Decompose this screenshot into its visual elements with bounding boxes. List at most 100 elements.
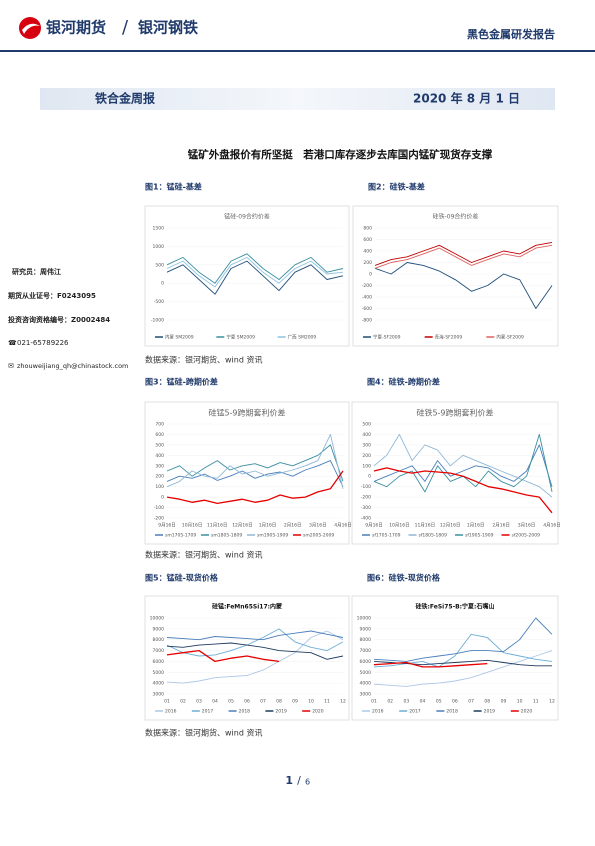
x-tick-label: 11月16日 bbox=[415, 523, 435, 529]
legend-label: 2018 bbox=[446, 709, 458, 715]
logo-icon bbox=[19, 17, 41, 39]
y-tick-label: 9000 bbox=[153, 626, 165, 632]
x-tick-label: 4月16日 bbox=[334, 523, 352, 529]
legend-label: 2020 bbox=[312, 709, 324, 715]
band bbox=[40, 88, 555, 110]
legend-label: sf1805-1809 bbox=[419, 533, 448, 539]
x-tick-label: 02 bbox=[180, 699, 186, 705]
y-tick-label: 300 bbox=[362, 442, 371, 448]
y-tick-label: 100 bbox=[362, 463, 371, 469]
y-tick-label: 6000 bbox=[153, 659, 165, 665]
x-tick-label: 08 bbox=[484, 699, 490, 705]
report-name: 铁合金周报 bbox=[95, 91, 155, 106]
series-line bbox=[166, 460, 344, 487]
y-tick-label: -200 bbox=[154, 516, 164, 522]
series-line bbox=[373, 659, 552, 667]
series-line bbox=[374, 241, 553, 266]
y-tick-label: -200 bbox=[362, 283, 372, 289]
y-tick-label: 400 bbox=[362, 432, 371, 438]
report-type: 黑色金属研发报告 bbox=[467, 27, 555, 41]
x-tick-label: 03 bbox=[403, 699, 409, 705]
x-tick-label: 04 bbox=[212, 699, 218, 705]
legend-label: 2020 bbox=[521, 709, 533, 715]
x-tick-label: 08 bbox=[276, 699, 282, 705]
legend-label: sm1705-1709 bbox=[165, 533, 196, 539]
y-tick-label: 500 bbox=[362, 422, 371, 428]
series-line bbox=[374, 244, 553, 269]
y-tick-label: 3000 bbox=[153, 692, 165, 698]
page-sep: / bbox=[297, 774, 301, 787]
y-tick-label: 400 bbox=[155, 453, 164, 459]
y-tick-label: 10000 bbox=[150, 616, 164, 622]
y-tick-label: 600 bbox=[363, 237, 372, 243]
legend-label: sm1905-1909 bbox=[257, 533, 288, 539]
legend-label: 宁夏 SM2009 bbox=[226, 334, 255, 341]
x-tick-label: 12月16日 bbox=[440, 523, 460, 529]
y-tick-label: 300 bbox=[155, 463, 164, 469]
figure-caption: 图3：锰硅-跨期价差 bbox=[145, 377, 218, 387]
x-tick-label: 07 bbox=[260, 699, 266, 705]
x-tick-label: 1月16日 bbox=[467, 523, 485, 529]
page-current: 1 bbox=[285, 774, 293, 787]
x-tick-label: 3月16日 bbox=[309, 523, 327, 529]
x-tick-label: 1月16日 bbox=[259, 523, 277, 529]
series-line bbox=[373, 650, 553, 687]
x-tick-label: 01 bbox=[371, 699, 377, 705]
y-tick-label: 0 bbox=[161, 281, 164, 287]
series-line bbox=[166, 260, 344, 295]
x-tick-label: 09 bbox=[501, 699, 507, 705]
series-line bbox=[373, 633, 553, 668]
x-tick-label: 06 bbox=[244, 699, 250, 705]
x-tick-label: 05 bbox=[228, 699, 234, 705]
y-tick-label: -400 bbox=[362, 295, 372, 301]
chart-frame bbox=[351, 595, 559, 721]
y-tick-label: 1500 bbox=[153, 226, 165, 232]
y-tick-label: -1000 bbox=[151, 318, 164, 324]
y-tick-label: 500 bbox=[155, 262, 164, 268]
legend-label: 2019 bbox=[275, 709, 287, 715]
x-tick-label: 09 bbox=[292, 699, 298, 705]
legend-label: 宁夏-SF2009 bbox=[373, 334, 401, 341]
legend-label: 内蒙-SF2009 bbox=[496, 334, 524, 341]
researcher: 研究员：周伟江 bbox=[12, 267, 61, 276]
series-line bbox=[166, 444, 344, 482]
article-title: 锰矿外盘报价有所坚挺 若港口库存逐步去库国内锰矿现货存支撑 bbox=[188, 148, 493, 161]
x-tick-label: 4月16日 bbox=[543, 523, 561, 529]
series-line bbox=[373, 467, 553, 514]
series-line bbox=[166, 630, 344, 641]
x-tick-label: 2月16日 bbox=[492, 523, 510, 529]
series-line bbox=[373, 617, 553, 662]
series-line bbox=[166, 649, 280, 663]
y-tick-label: 3000 bbox=[360, 692, 372, 698]
logo-text: 银河钢铁 bbox=[138, 19, 198, 37]
figure-caption: 图5：锰硅-现货价格 bbox=[145, 573, 219, 583]
y-tick-label: 0 bbox=[368, 474, 371, 480]
y-tick-label: 5000 bbox=[360, 670, 372, 676]
y-tick-label: 200 bbox=[362, 453, 371, 459]
y-tick-label: -800 bbox=[362, 318, 372, 324]
y-tick-label: 4000 bbox=[360, 681, 372, 687]
x-tick-label: 9月16日 bbox=[158, 523, 176, 529]
x-tick-label: 05 bbox=[436, 699, 442, 705]
page-total: 6 bbox=[305, 778, 310, 787]
y-tick-label: 100 bbox=[155, 484, 164, 490]
legend-label: 2017 bbox=[202, 709, 214, 715]
email: zhouweijiang_qh@chinastock.com bbox=[17, 362, 128, 370]
series-line bbox=[166, 628, 344, 657]
legend-label: sm2005-2009 bbox=[303, 533, 334, 539]
chart-title: 硅铁5-9跨期套利价差 bbox=[416, 408, 493, 418]
figure-caption: 图2：硅铁-基差 bbox=[368, 182, 425, 192]
series-line bbox=[373, 444, 553, 487]
x-tick-label: 10月16日 bbox=[182, 523, 202, 529]
y-tick-label: 500 bbox=[155, 442, 164, 448]
x-tick-label: 01 bbox=[164, 699, 170, 705]
series-line bbox=[373, 661, 488, 668]
y-tick-label: 7000 bbox=[153, 648, 165, 654]
legend-label: 广西 SM2009 bbox=[288, 334, 317, 341]
qualification: 投资咨询资格编号：Z0002484 bbox=[8, 315, 110, 324]
header-rule bbox=[0, 50, 595, 52]
x-tick-label: 12 bbox=[549, 699, 555, 705]
y-tick-label: 7000 bbox=[360, 648, 372, 654]
series-line bbox=[166, 253, 344, 284]
